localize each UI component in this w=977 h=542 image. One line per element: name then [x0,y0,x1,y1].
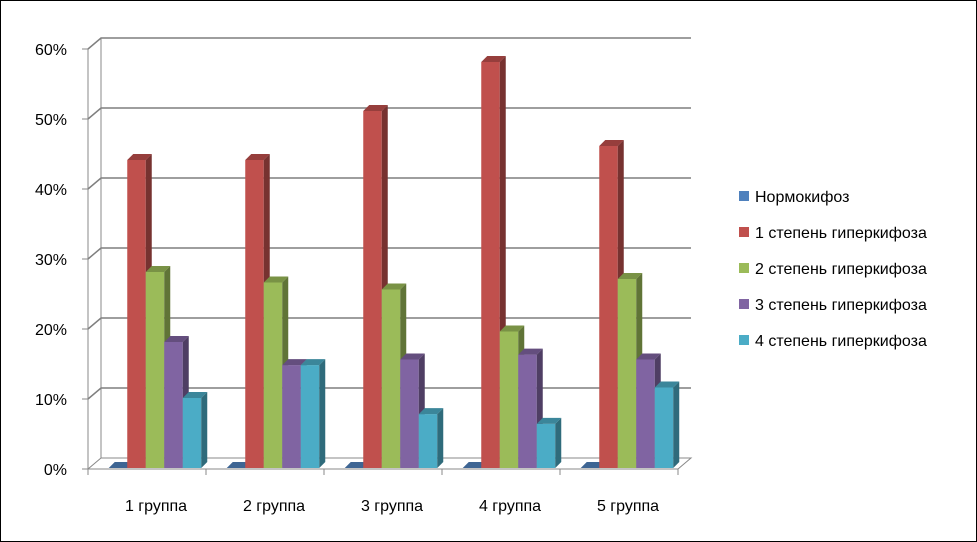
bar [580,462,606,468]
bar-top [599,140,624,146]
bar-front [636,359,655,468]
bar-top [418,408,444,415]
bar-top [381,283,407,290]
x-tick-label: 1 группа [125,498,187,515]
y-tick-label: 50% [35,112,67,129]
bar [536,417,562,468]
bar-front [418,414,438,468]
bar-top [654,381,680,388]
legend-swatch [739,335,749,345]
y-tick-label: 60% [35,42,67,59]
bar-top [580,462,606,468]
bar [654,381,680,468]
bar-front [536,423,556,468]
bar-front [363,111,382,468]
bar [226,462,252,468]
bar [344,462,370,468]
x-tick-label: 5 группа [597,498,659,515]
bar-front [499,331,519,468]
x-tick-label: 3 группа [361,498,423,515]
bar-top [263,276,289,283]
bar [462,462,488,468]
bar-front [518,354,537,468]
bar-top [536,417,562,424]
bar-top [226,462,252,468]
bar-side [555,417,562,468]
legend-label: 4 степень гиперкифоза [755,333,927,350]
bar-front [282,365,301,468]
bar-top [617,273,643,279]
bar-front [164,342,183,468]
y-tick-label: 10% [35,392,67,409]
bar-side [319,359,326,468]
y-axis-ticks: 0% 10% 20% 30% 40% 50% 60% [35,42,88,479]
bar-front [182,398,202,468]
bar-top [300,359,326,366]
bar-front [263,282,283,468]
bar-top [282,359,307,366]
bar-front [145,272,165,468]
x-tick-label: 4 группа [479,498,541,515]
legend-swatch [739,299,749,309]
bar-top [145,266,171,272]
legend: Нормокифоз 1 степень гиперкифоза 2 степень… [739,189,927,350]
bar-top [462,462,488,468]
bar-front [245,160,264,468]
legend-label: 1 степень гиперкифоза [755,225,927,242]
bar [182,392,208,468]
bar-side [437,408,444,468]
bar-top [108,462,134,468]
bar-front [599,146,618,468]
bar-top [499,325,525,332]
legend-swatch [739,191,749,201]
bar-side [201,392,208,468]
bar-top [164,336,189,342]
bar-front [400,359,419,468]
y-tick-label: 20% [35,322,67,339]
bar-front [617,279,637,468]
bar-front [481,62,500,468]
bar-top [127,154,152,160]
legend-label: 3 степень гиперкифоза [755,297,927,314]
bar-top [518,348,543,355]
legend-swatch [739,263,749,273]
bar-top [400,353,425,360]
legend-label: 2 степень гиперкифоза [755,261,927,278]
legend-swatch [739,227,749,237]
bars [108,56,680,468]
bar-top [481,56,506,62]
bar [108,462,134,468]
y-tick-label: 0% [44,462,67,479]
bar-front [381,289,401,468]
x-axis-ticks: 1 группа 2 группа 3 группа 4 группа 5 группа [87,469,679,515]
bar-top [182,392,208,398]
bar-top [344,462,370,468]
bar-top [363,105,388,111]
y-tick-label: 30% [35,252,67,269]
bar-front [654,387,674,468]
bar-side [673,381,680,468]
bar-front [300,365,320,468]
gridline [87,107,691,120]
bar-top [245,154,270,160]
legend-label: Нормокифоз [755,189,849,206]
bar-top [636,353,661,360]
bar [418,408,444,468]
y-tick-label: 40% [35,182,67,199]
bar-front [127,160,146,468]
gridline [87,37,691,50]
bar [300,359,326,468]
x-tick-label: 2 группа [243,498,305,515]
